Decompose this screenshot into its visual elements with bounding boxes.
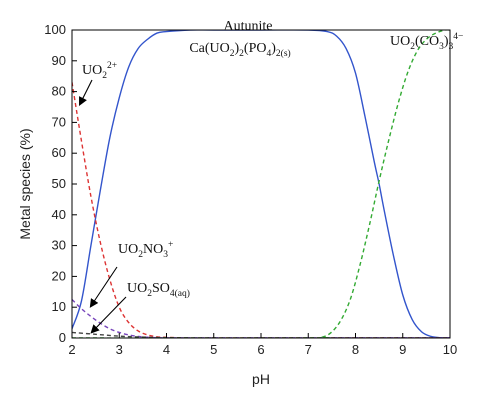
annotation-nitrate: UO2NO3+ <box>118 240 173 260</box>
y-tick-label: 40 <box>52 207 66 222</box>
axes: 2 3 4 5 6 7 8 9 100102030405060708090100pHMetal … <box>17 22 457 387</box>
series-line-4 <box>72 30 450 338</box>
y-tick-label: 10 <box>52 299 66 314</box>
annotation-carbonate: UO2(CO3)34− <box>390 32 463 52</box>
arrow-uranyl <box>79 79 93 106</box>
annotations: Autunite Ca(UO2)2(PO4)2(s) UO2(CO3)34− UO22… <box>79 19 463 334</box>
x-axis-title: pH <box>252 371 270 387</box>
x-tick-label: 7 <box>305 342 312 357</box>
y-tick-label: 50 <box>52 176 66 191</box>
y-tick-label: 100 <box>44 22 66 37</box>
y-tick-label: 90 <box>52 53 66 68</box>
annotation-sulfate: UO2SO4(aq) <box>127 281 190 299</box>
y-tick-label: 80 <box>52 84 66 99</box>
y-tick-label: 60 <box>52 145 66 160</box>
annotation-autunite: Autunite <box>224 19 273 34</box>
y-tick-label: 70 <box>52 114 66 129</box>
x-tick-label: 10 <box>443 342 457 357</box>
annotation-uranyl: UO22+ <box>82 61 117 81</box>
y-tick-label: 30 <box>52 238 66 253</box>
x-tick-label: 6 <box>257 342 264 357</box>
arrow-nitrate <box>89 266 118 308</box>
x-tick-label: 4 <box>163 342 170 357</box>
x-tick-label: 9 <box>399 342 406 357</box>
y-axis-title: Metal species (%) <box>17 128 33 239</box>
x-tick-label: 8 <box>352 342 359 357</box>
series-line-2 <box>72 298 450 338</box>
series-line-1 <box>72 82 450 338</box>
x-tick-label: 5 <box>210 342 217 357</box>
arrow-sulfate <box>90 296 127 334</box>
annotation-autunite_formula: Ca(UO2)2(PO4)2(s) <box>189 41 290 59</box>
x-tick-label: 2 <box>68 342 75 357</box>
y-tick-label: 0 <box>59 330 66 345</box>
x-tick-label: 3 <box>116 342 123 357</box>
y-tick-label: 20 <box>52 268 66 283</box>
